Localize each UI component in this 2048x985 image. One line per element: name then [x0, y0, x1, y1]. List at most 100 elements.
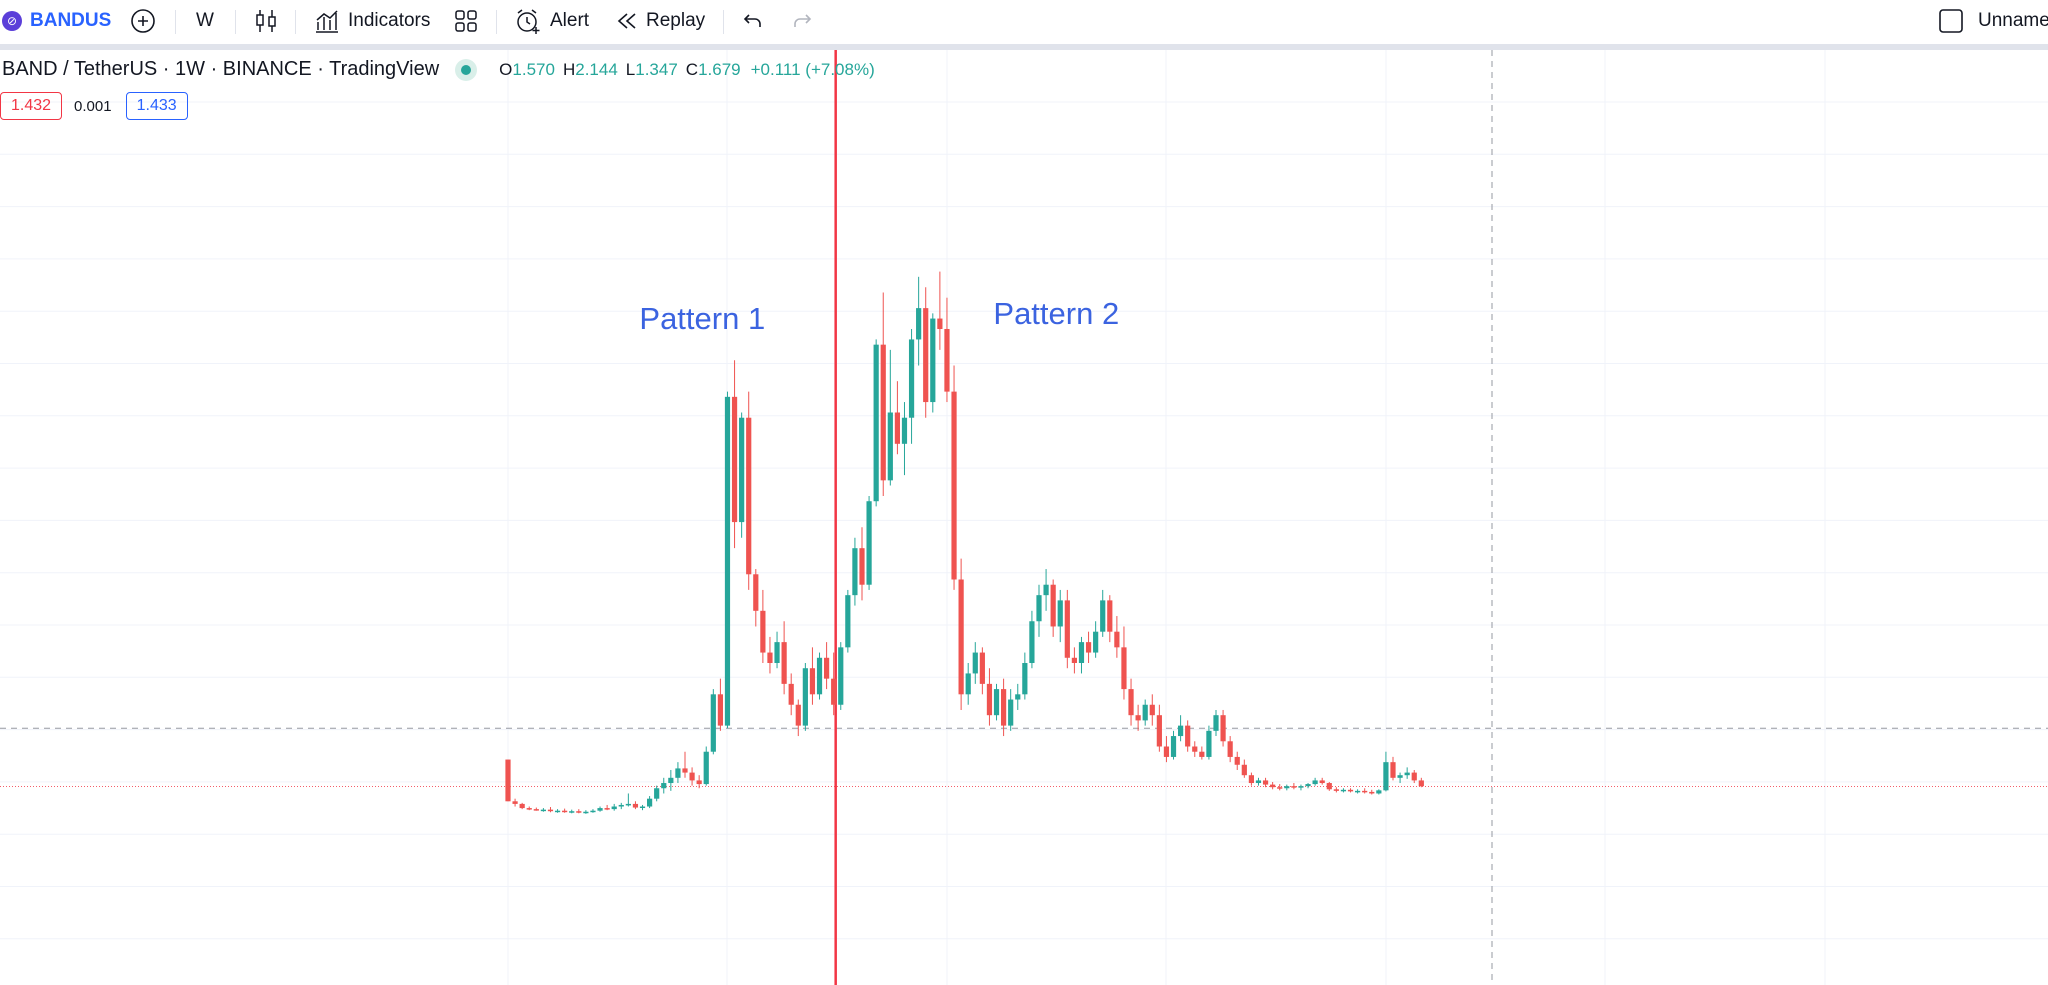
candle-body — [1163, 746, 1170, 757]
candle-body — [873, 344, 879, 502]
legend-title[interactable]: BAND / TetherUS · 1W · BINANCE · Trading… — [2, 58, 440, 80]
candle-body — [972, 652, 978, 674]
candle-body — [1369, 791, 1375, 794]
add-symbol-icon — [131, 9, 155, 33]
toolbar-divider — [235, 10, 236, 34]
add-symbol-button[interactable] — [130, 0, 156, 42]
candle-body — [1043, 584, 1049, 596]
toolbar-divider — [496, 10, 497, 34]
candle-body — [774, 642, 780, 663]
interval-button[interactable]: W — [196, 0, 214, 42]
price-chart[interactable]: Pattern 1 Pattern 2 — [0, 50, 2048, 985]
candle-body — [1291, 786, 1297, 788]
redo-button[interactable] — [791, 0, 813, 42]
candle-body — [1135, 715, 1141, 721]
candle-body — [597, 808, 603, 811]
candle-body — [845, 595, 851, 648]
alarm-clock-icon — [517, 9, 540, 34]
indicators-button[interactable]: Indicators — [314, 0, 430, 42]
candle-body — [944, 328, 950, 392]
candle-body — [654, 788, 660, 799]
layouts-button[interactable] — [454, 0, 478, 42]
candle-body — [739, 417, 745, 523]
candle-body — [880, 344, 886, 481]
candle-body — [1255, 780, 1262, 784]
sell-price-button[interactable]: 1.432 — [0, 92, 63, 120]
candle-body — [1319, 780, 1325, 784]
candle-body — [852, 548, 858, 596]
candle-body — [1284, 786, 1290, 789]
candle-body — [908, 339, 915, 418]
candle-body — [1270, 784, 1276, 788]
candle-body — [923, 308, 929, 403]
candle-body — [1036, 595, 1042, 622]
candle-body — [590, 810, 596, 813]
candle-body — [1234, 756, 1240, 765]
market-status-icon[interactable] — [455, 58, 478, 81]
high-key: H — [562, 59, 576, 79]
candle-body — [937, 318, 943, 329]
candle-body — [1383, 762, 1389, 791]
candle-body — [1050, 584, 1056, 627]
alert-button[interactable]: Alert — [514, 0, 589, 42]
candle-body — [569, 811, 575, 813]
toolbar-divider — [295, 10, 296, 34]
redo-icon — [794, 14, 812, 27]
candle-body — [1008, 699, 1014, 726]
candle-body — [746, 417, 752, 575]
open-key: O — [499, 59, 513, 79]
candle-body — [526, 808, 532, 810]
candle-body — [1355, 790, 1361, 793]
candle-body — [1178, 725, 1184, 737]
candle-body — [512, 801, 518, 804]
candle-body — [831, 678, 837, 705]
candle-body — [986, 683, 993, 716]
symbol-logo-icon: ⊘ — [2, 11, 22, 31]
candle-body — [562, 810, 568, 813]
candle-body — [795, 704, 801, 726]
candle-body — [1001, 689, 1007, 726]
open-value: 1.570 — [512, 59, 555, 79]
candle-body — [767, 652, 773, 663]
rewind-icon — [617, 13, 636, 29]
layout-name-label: Unnamed — [1978, 10, 2048, 31]
candle-body — [1128, 689, 1134, 716]
candle-body — [802, 668, 808, 726]
interval-label: W — [196, 10, 214, 31]
pattern-1-label[interactable]: Pattern 1 — [639, 301, 765, 336]
candle-body — [604, 808, 610, 810]
candle-body — [1022, 662, 1028, 695]
low-value: 1.347 — [635, 59, 678, 79]
candle-body — [1248, 775, 1254, 784]
candle-body — [618, 804, 624, 807]
layout-name-button[interactable]: Unnamed — [1938, 0, 2048, 42]
replay-button[interactable]: Replay — [616, 0, 705, 42]
candle-body — [696, 780, 702, 785]
chart-legend: BAND / TetherUS · 1W · BINANCE · Trading… — [2, 58, 875, 81]
candle-body — [647, 798, 653, 807]
candle-body — [781, 642, 787, 684]
candle-body — [724, 396, 731, 726]
buy-price-button[interactable]: 1.433 — [125, 92, 188, 120]
candle-body — [533, 809, 539, 811]
candle-body — [1085, 642, 1092, 653]
candle-body — [1305, 784, 1311, 787]
candle-body — [1397, 775, 1403, 778]
candle-body — [916, 308, 922, 340]
candle-body — [979, 652, 985, 684]
candle-body — [1170, 736, 1177, 757]
candle-body — [1227, 741, 1233, 757]
pattern-2-label[interactable]: Pattern 2 — [993, 296, 1119, 331]
candle-body — [1333, 789, 1339, 791]
candle-body — [1015, 694, 1021, 700]
symbol-search-button[interactable]: ⊘ BANDUS — [2, 0, 111, 42]
candle-body — [1390, 762, 1396, 778]
undo-button[interactable] — [742, 0, 764, 42]
close-key: C — [685, 59, 699, 79]
spread-value: 0.001 — [74, 97, 112, 115]
candle-body — [625, 803, 631, 806]
candle-body — [838, 647, 844, 705]
chart-type-button[interactable] — [254, 0, 278, 42]
candle-body — [1029, 621, 1035, 663]
replay-label: Replay — [646, 10, 706, 31]
